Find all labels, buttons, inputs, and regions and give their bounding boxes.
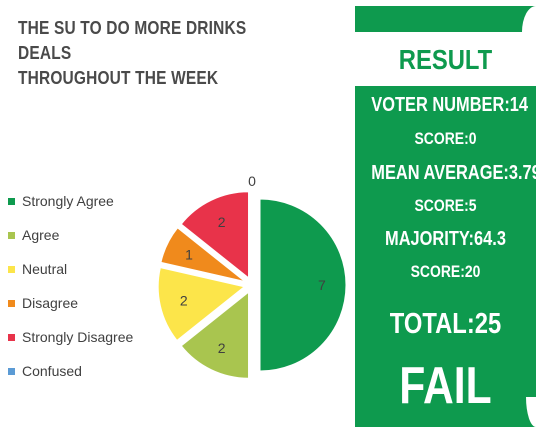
legend-item-agree: Agree	[8, 218, 168, 252]
pie-slice-disagree	[160, 227, 246, 283]
legend-item-strongly-disagree: Strongly Disagree	[8, 320, 168, 354]
chart-title-line-2: THROUGHOUT THE WEEK	[18, 68, 219, 88]
data-label-disagree: 1	[185, 247, 193, 263]
legend-item-disagree: Disagree	[8, 286, 168, 320]
result-heading: RESULT	[398, 44, 493, 75]
data-label-agree: 2	[218, 340, 226, 356]
legend-swatch-strongly-agree	[8, 197, 15, 205]
pie-slice-neutral	[157, 267, 246, 342]
chart-title: THE SU TO DO MORE DRINKS DEALS THROUGHOU…	[18, 16, 293, 91]
legend-label-neutral: Neutral	[22, 261, 68, 277]
legend-label-strongly-agree: Strongly Agree	[22, 193, 114, 209]
data-label-neutral: 2	[180, 293, 188, 309]
data-label-strongly-disagree: 2	[218, 214, 226, 230]
score-majority: SCORE:20	[410, 262, 481, 281]
verdict: FAIL	[399, 357, 492, 415]
pie-slice-agree	[180, 291, 250, 379]
legend-swatch-agree	[8, 231, 15, 239]
legend-item-confused: Confused	[8, 354, 168, 388]
result-panel-corner-top	[522, 6, 536, 32]
voter-number: VOTER NUMBER:14	[371, 94, 529, 116]
result-header	[355, 32, 536, 86]
pie-slice-strongly-agree	[259, 198, 347, 372]
legend-swatch-disagree	[8, 299, 15, 307]
legend-swatch-confused	[8, 367, 15, 375]
pie-chart: 7 2 2 1 2 0	[157, 173, 347, 379]
data-label-strongly-agree: 7	[318, 277, 326, 293]
chart-title-line-1: THE SU TO DO MORE DRINKS DEALS	[18, 18, 247, 63]
pie-slice-strongly-disagree	[180, 191, 250, 279]
mean-average: MEAN AVERAGE:3.79	[371, 162, 541, 184]
legend-swatch-neutral	[8, 265, 15, 273]
total: TOTAL:25	[389, 308, 502, 340]
legend-label-confused: Confused	[22, 363, 82, 379]
majority: MAJORITY:64.3	[385, 228, 506, 250]
result-panel-corner-bottom	[526, 397, 536, 427]
result-panel: RESULT VOTER NUMBER:14 SCORE:0 MEAN AVER…	[355, 6, 541, 427]
legend-label-agree: Agree	[22, 227, 60, 243]
data-label-confused: 0	[248, 173, 256, 189]
score-mean: SCORE:5	[414, 196, 477, 215]
legend-swatch-strongly-disagree	[8, 333, 15, 341]
legend-item-neutral: Neutral	[8, 252, 168, 286]
score-voter: SCORE:0	[414, 129, 477, 148]
chart-legend: Strongly Agree Agree Neutral Disagree St…	[8, 184, 168, 388]
legend-item-strongly-agree: Strongly Agree	[8, 184, 168, 218]
legend-label-strongly-disagree: Strongly Disagree	[22, 329, 134, 345]
legend-label-disagree: Disagree	[22, 295, 79, 311]
